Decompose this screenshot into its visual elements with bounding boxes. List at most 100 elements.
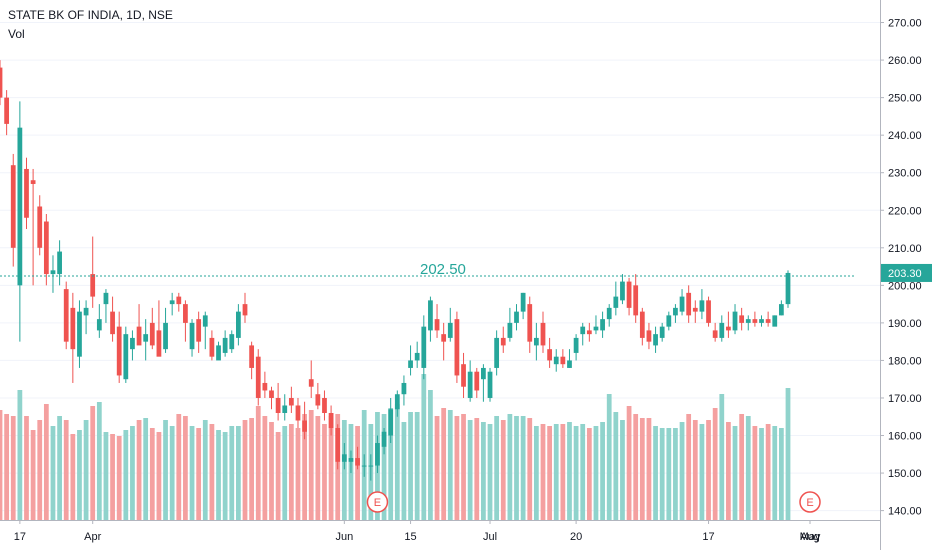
candle-body [43,221,49,275]
volume-bar [401,422,407,520]
candle-body [302,420,307,432]
candle-body [719,322,725,338]
candle-body [249,345,255,368]
candle-body [196,319,202,342]
volume-bar [533,426,539,520]
volume-bar [765,424,771,520]
volume-bar [103,432,109,520]
candle-body [116,326,122,376]
candle-body [77,311,82,357]
volume-bar [24,416,29,520]
candle-body [421,326,427,368]
candle-body [745,319,751,323]
volume-bar [434,416,440,520]
volume-bar [514,416,519,520]
candle-body [639,311,645,338]
price-tick-label: 150.00 [888,468,922,480]
candle-body [222,337,228,353]
volume-bar [143,418,149,520]
volume-bar [752,426,758,520]
candle-body [447,322,453,338]
earnings-marker[interactable] [799,491,821,513]
candle-body [659,326,665,338]
volume-bar [494,416,500,520]
candle-body [408,360,413,368]
candle-body [739,315,745,323]
volume-bar [653,426,658,520]
candle-body [759,319,764,323]
price-tick-label: 250.00 [888,93,922,105]
volume-bar [282,426,288,520]
candle-body [335,428,341,462]
volume-bar [474,418,480,520]
candle-body [37,206,43,248]
volume-bar [520,416,526,520]
candle-body [507,322,513,338]
candle-body [487,371,493,398]
candle-body [322,397,327,413]
candle-body [30,180,36,184]
volume-bar [706,420,711,520]
candle-body [567,360,572,368]
candle-body [288,397,294,406]
candle-body [752,319,758,323]
candle-body [461,364,466,387]
volume-bar [10,416,16,520]
candle-body [0,67,3,98]
price-tick-label: 240.00 [888,130,922,142]
volume-bar [699,424,705,520]
volume-bar [83,420,89,520]
time-axis[interactable]: 17 Apr May Jun 15 Jul 20 Aug 17 [0,520,880,543]
volume-bar [428,390,433,520]
volume-bar [626,406,632,520]
earnings-marker[interactable] [366,491,389,513]
last-price-label: 203.30 [888,268,922,280]
chart-title: STATE BK OF INDIA, 1D, NSE [8,8,173,22]
volume-bar [90,406,96,520]
candle-body [255,356,261,398]
candle-body [414,352,420,361]
candle-body [646,330,652,342]
time-tick-label: 17 [14,531,26,543]
candle-body [394,394,400,410]
candle-body [189,322,195,350]
price-tick-label: 200.00 [888,280,922,292]
candle-body [573,337,579,353]
candle-body [368,465,374,467]
candle-body [620,281,625,301]
volume-bar [580,424,586,520]
volume-bar [163,420,168,520]
time-tick-label: Jul [483,531,497,543]
candle-body [17,127,23,286]
volume-bar [573,426,579,520]
candle-body [83,307,89,316]
volume-bar [613,412,619,520]
volume-bar [487,424,493,520]
candle-body [679,296,685,312]
volume-bar [0,410,3,520]
volume-bar [414,412,420,520]
volume-bar [63,420,69,520]
volume-bar [169,426,175,520]
candle-body [103,292,109,305]
volume-bar [666,428,672,520]
candle-body [547,349,552,361]
volume-bar [639,418,645,520]
volume-bar [461,414,466,520]
volume-bar [4,414,10,520]
volume-bar [236,426,241,520]
volume-bar [394,404,400,520]
price-axis[interactable]: 140.00 150.00 160.00 170.00 180.00 190.00 200.… [880,18,922,518]
candle-body [176,296,182,305]
candle-body [295,405,301,421]
volume-bar [481,422,486,520]
candle-body [606,307,612,320]
volume-bar [341,420,347,520]
volume-label: Vol [8,27,25,41]
last-price-tag: 203.30 [881,263,932,282]
candle-body [96,319,102,331]
candle-body [236,311,241,338]
volume-bar [646,418,652,520]
